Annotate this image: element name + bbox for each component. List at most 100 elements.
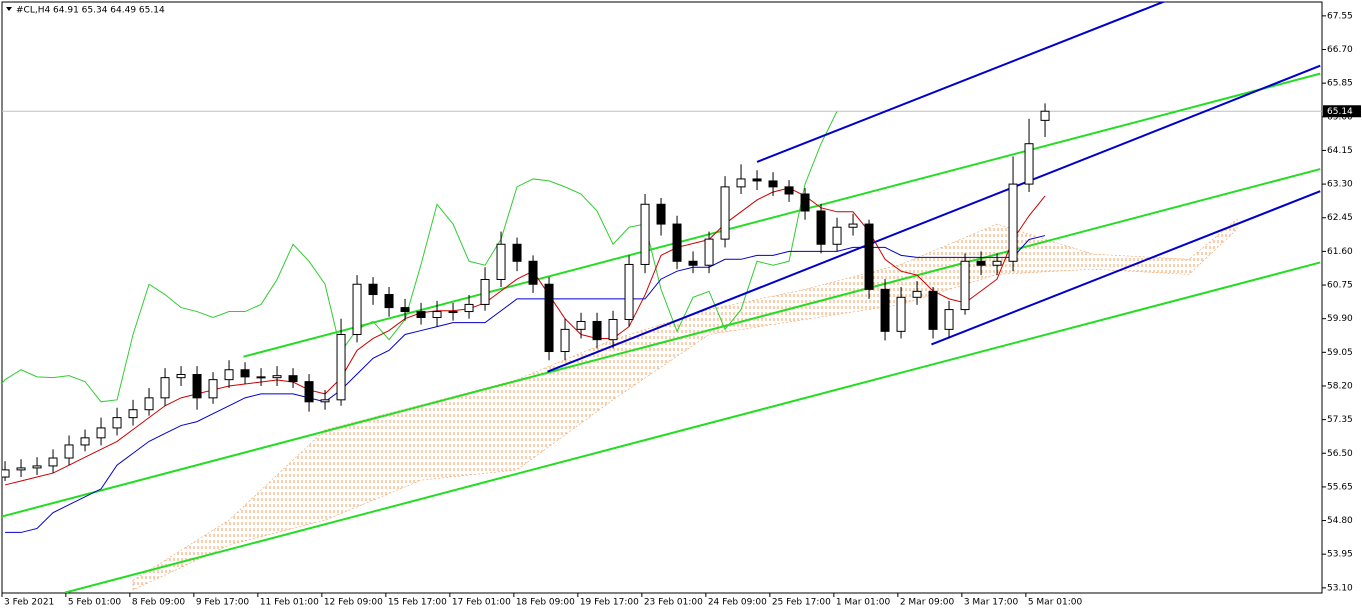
candle-body: [1008, 183, 1018, 262]
x-tick-label: 15 Feb 17:00: [388, 598, 447, 608]
chikou-line: [2, 111, 838, 403]
candle-body: [2, 469, 10, 478]
candle-body: [880, 288, 890, 332]
y-tick-label: 53.10: [1327, 583, 1353, 593]
y-tick-label: 65.85: [1327, 79, 1353, 89]
candle-body: [864, 223, 874, 290]
candle-body: [112, 417, 122, 429]
y-tick-label: 59.90: [1327, 314, 1353, 324]
y-tick-label: 66.70: [1327, 45, 1353, 55]
candle-body: [208, 379, 218, 399]
candle-body: [672, 223, 682, 262]
candle-body: [384, 294, 394, 309]
channel-line: [931, 190, 1321, 346]
candle-body: [960, 260, 970, 311]
candle-body: [64, 444, 74, 459]
channel-line: [547, 64, 1321, 373]
candle-body: [704, 238, 714, 266]
candle-body: [576, 320, 586, 330]
x-tick-label: 8 Feb 09:00: [132, 598, 186, 608]
candle-body: [192, 373, 202, 399]
x-tick-label: 17 Feb 01:00: [452, 598, 511, 608]
x-tick-label: 5 Mar 01:00: [1028, 598, 1083, 608]
current-price-label: 65.14: [1327, 107, 1353, 117]
x-tick-label: 3 Mar 17:00: [964, 598, 1019, 608]
candle-body: [1040, 110, 1050, 121]
candle-body: [240, 369, 250, 378]
candle-body: [480, 278, 490, 305]
candle-body: [528, 260, 538, 285]
x-tick-label: 2 Mar 09:00: [900, 598, 955, 608]
candle-body: [816, 210, 826, 245]
candle-body: [928, 290, 938, 330]
candle-body: [992, 260, 1002, 266]
menu-triangle[interactable]: [6, 7, 12, 11]
channel-line: [64, 261, 1321, 593]
candle-body: [224, 369, 234, 381]
candle-body: [608, 318, 618, 341]
y-tick-label: 56.50: [1327, 449, 1353, 459]
candle-body: [128, 409, 138, 419]
current-price-box: [1323, 105, 1361, 118]
y-tick-label: 53.95: [1327, 550, 1353, 560]
candle-body: [752, 178, 762, 182]
candle-body: [48, 457, 58, 467]
x-tick-label: 18 Feb 09:00: [516, 598, 575, 608]
axes: 67.55 66.70 65.85 65.00 64.15 63.30 62.45 61.60…: [1, 11, 1361, 608]
candle-body: [400, 307, 410, 313]
candle-body: [80, 437, 90, 446]
candle-body: [464, 303, 474, 313]
candle-body: [352, 283, 362, 336]
candle-body: [544, 283, 554, 353]
x-tick-label: 3 Feb 2021: [4, 598, 54, 608]
candle-body: [16, 467, 26, 471]
x-tick-label: 24 Feb 09:00: [708, 598, 767, 608]
candle-body: [976, 260, 986, 266]
ichimoku-cloud: [132, 218, 1238, 591]
channel-line: [243, 72, 1321, 358]
candle-body: [320, 399, 330, 403]
candle-body: [640, 203, 650, 265]
y-tick-label: 63.30: [1327, 180, 1353, 190]
candle-body: [432, 311, 442, 318]
candle-body: [496, 243, 506, 280]
candle-body: [160, 377, 170, 399]
candle-body: [784, 186, 794, 195]
candle-body: [592, 320, 602, 341]
candle-body: [448, 311, 458, 314]
y-tick-label: 59.05: [1327, 348, 1353, 358]
candle-body: [768, 180, 778, 188]
x-tick-label: 5 Feb 01:00: [68, 598, 122, 608]
candle-body: [272, 375, 282, 379]
y-tick-label: 57.35: [1327, 415, 1353, 425]
candle-body: [848, 223, 858, 228]
candle-body: [512, 243, 522, 262]
y-tick-label: 55.65: [1327, 482, 1353, 492]
x-tick-label: 23 Feb 01:00: [644, 598, 703, 608]
x-tick-label: 9 Feb 17:00: [196, 598, 250, 608]
candle-body: [832, 226, 842, 245]
candle-body: [624, 263, 634, 320]
candle-body: [336, 334, 346, 401]
candle-body: [944, 309, 954, 330]
x-tick-label: 19 Feb 17:00: [580, 598, 639, 608]
y-tick-label: 62.45: [1327, 213, 1353, 223]
candle-body: [368, 283, 378, 296]
plot-frame: [1, 1, 1323, 594]
y-tick-label: 58.20: [1327, 381, 1353, 391]
x-tick-label: 12 Feb 09:00: [324, 598, 383, 608]
candle-body: [304, 381, 314, 403]
x-tick-label: 1 Mar 01:00: [836, 598, 891, 608]
x-tick-label: 11 Feb 01:00: [260, 598, 319, 608]
plot-area: [2, 2, 1322, 593]
y-tick-label: 64.15: [1327, 146, 1353, 156]
candle-body: [800, 193, 810, 212]
candle-body: [1024, 143, 1034, 185]
chart-title: #CL,H4 64.91 65.34 64.49 65.14: [16, 6, 165, 16]
candle-body: [256, 376, 266, 379]
candle-body: [688, 260, 698, 266]
candle-body: [176, 373, 186, 379]
y-tick-label: 65.00: [1327, 112, 1353, 122]
y-tick-label: 54.80: [1327, 516, 1353, 526]
